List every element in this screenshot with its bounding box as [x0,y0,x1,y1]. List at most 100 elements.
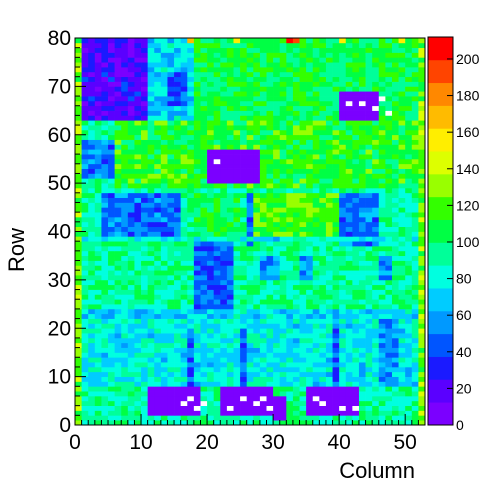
heatmap-cell [405,352,413,358]
heatmap-cell [108,241,115,247]
heatmap-cell [101,129,109,136]
heatmap-cell [187,284,195,290]
heatmap-cell [352,91,360,97]
heatmap-cell [246,139,254,145]
heatmap-cell [306,405,314,411]
heatmap-cell [358,328,366,334]
heatmap-cell [167,110,175,116]
heatmap-cell [279,318,287,324]
heatmap-cell [279,270,287,276]
heatmap-cell [81,265,89,271]
heatmap-cell [240,187,248,194]
heatmap-cell [385,279,393,286]
heatmap-cell [259,163,267,169]
heatmap-cell [114,391,122,397]
heatmap-cell [174,212,182,218]
colorbar-tick-label: 200 [456,51,480,67]
heatmap-cell [213,241,221,247]
heatmap-cell [147,410,155,416]
heatmap-cell [147,216,155,223]
heatmap-cell [372,400,380,406]
heatmap-cell [147,405,155,411]
heatmap-cell [134,275,142,281]
heatmap-cell [378,405,386,411]
heatmap-cell [101,420,109,426]
heatmap-cell [75,299,82,305]
heatmap-cell [312,381,320,387]
heatmap-cell [220,105,228,111]
heatmap-cell [266,207,274,213]
heatmap-cell [378,52,386,58]
heatmap-cell [200,376,208,382]
heatmap-cell [240,342,248,348]
heatmap-cell [411,100,419,107]
heatmap-cell [160,294,168,300]
heatmap-cell [286,158,294,165]
heatmap-cell [306,420,314,426]
heatmap-cell [345,279,353,286]
heatmap-cell [134,299,142,305]
heatmap-cell [121,192,129,198]
colorbar-segment [428,37,453,61]
heatmap-cell [101,333,109,339]
heatmap-cell [108,362,115,368]
heatmap-cell [378,144,386,150]
heatmap-cell [81,163,89,169]
heatmap-cell [108,62,115,68]
heatmap-cell [180,168,188,174]
heatmap-cell [240,391,248,397]
heatmap-cell [279,313,287,319]
heatmap-cell [325,391,333,397]
heatmap-cell [391,115,399,121]
heatmap-cell [292,134,300,140]
heatmap-cell [154,178,162,184]
heatmap-cell [411,226,419,232]
heatmap-cell [345,400,353,406]
heatmap-cell [154,405,162,411]
heatmap-cell [240,149,248,155]
heatmap-cell [220,400,228,406]
heatmap-cell [147,260,155,266]
heatmap-cell [339,197,347,203]
heatmap-cell [345,299,353,305]
heatmap-cell [299,173,307,179]
heatmap-cell [108,294,115,300]
heatmap-cell [101,400,109,406]
heatmap-cell [207,255,215,261]
heatmap-cell [299,221,307,228]
heatmap-cell [75,236,82,242]
heatmap-cell [75,62,82,68]
heatmap-cell [319,347,327,353]
heatmap-cell [167,134,175,140]
heatmap-cell [246,187,254,194]
heatmap-cell [94,386,102,392]
heatmap-cell [378,255,386,261]
heatmap-cell [279,38,287,44]
heatmap-cell [266,86,274,92]
heatmap-cell [160,241,168,247]
heatmap-cell [372,342,380,348]
heatmap-cell [246,337,254,344]
heatmap-cell [88,139,96,145]
heatmap-cell [339,129,347,136]
heatmap-cell [339,246,347,252]
heatmap-cell [207,328,215,334]
heatmap-cell [372,197,380,203]
heatmap-cell [398,173,406,179]
heatmap-cell [273,333,281,339]
heatmap-cell [180,362,188,368]
heatmap-cell [385,371,393,377]
heatmap-cell [174,129,182,136]
heatmap-cell [372,81,380,87]
heatmap-cell [101,154,109,160]
heatmap-cell [213,231,221,237]
heatmap-cell [193,376,201,382]
heatmap-cell [233,226,241,232]
heatmap-cell [292,400,300,406]
heatmap-cell [339,154,347,160]
heatmap-cell [200,144,208,150]
heatmap-cell [411,415,419,421]
heatmap-cell [273,202,281,208]
heatmap-cell [332,149,340,155]
heatmap-cell [207,391,215,397]
